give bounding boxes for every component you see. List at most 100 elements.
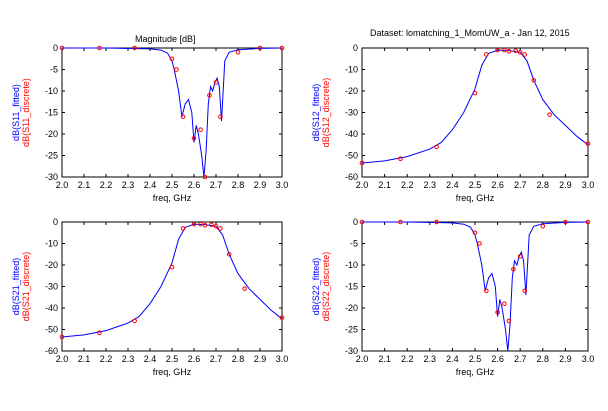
x-axis-label: freq, GHz	[153, 193, 192, 203]
x-tick-label: 2.3	[122, 354, 135, 364]
x-tick-label: 3.0	[582, 180, 595, 190]
plot-frame	[61, 221, 283, 352]
data-point-discrete	[472, 90, 478, 96]
x-tick-label: 3.0	[276, 354, 289, 364]
data-point-discrete	[198, 127, 203, 132]
y-tick-label: -15	[345, 282, 358, 292]
y-tick-label: 0	[353, 217, 358, 227]
data-point-discrete	[226, 251, 232, 257]
data-point-discrete	[180, 226, 186, 231]
data-point-discrete	[495, 47, 500, 53]
data-point-discrete	[540, 224, 546, 229]
series-line-fitted	[361, 49, 589, 164]
y-axis-label-discrete: dB(S21_discrete)	[21, 252, 31, 322]
x-tick-label: 2.7	[514, 354, 527, 364]
y-tick-label: -15	[45, 108, 58, 118]
data-point-discrete	[506, 318, 512, 324]
y-axis-label-fitted: dB(S11_fitted)	[11, 84, 21, 141]
plot-frame	[361, 47, 589, 178]
chart-s22: 2.0 2.1 2.2 2.3 2.4 2.5 2.6 2.7 2.8 2.9 3.0 0 -5 -10 -…	[311, 217, 594, 377]
x-tick-label: 2.8	[537, 180, 550, 190]
data-point-discrete	[398, 219, 403, 225]
y-tick-label: -50	[45, 325, 58, 335]
page-title: Magnitude [dB]	[135, 34, 196, 44]
x-tick-label: 2.8	[232, 354, 245, 364]
y-axis-label-fitted: dB(S22_fitted)	[311, 258, 321, 316]
y-tick-label: -30	[45, 282, 58, 292]
dataset-label: Dataset: lomatching_1_MomUW_a - Jan 12, …	[370, 28, 570, 38]
data-point-discrete	[202, 174, 208, 180]
x-tick-label: 2.3	[424, 180, 437, 190]
data-point-discrete	[235, 50, 241, 55]
data-point-discrete	[359, 219, 365, 225]
y-tick-label: -60	[45, 346, 58, 356]
x-tick-label: 2.6	[491, 180, 504, 190]
data-point-discrete	[213, 224, 219, 229]
x-axis-label: freq, GHz	[456, 367, 495, 377]
y-tick-label: -40	[45, 303, 58, 313]
x-tick-label: 2.2	[100, 180, 113, 190]
data-point-discrete	[531, 77, 537, 83]
data-point-discrete	[563, 219, 568, 225]
x-tick-label: 2.2	[401, 354, 414, 364]
data-point-discrete	[180, 114, 186, 120]
data-point-discrete	[279, 315, 285, 320]
x-tick-label: 2.9	[559, 354, 572, 364]
y-tick-label: -25	[345, 325, 358, 335]
x-tick-label: 2.1	[78, 180, 91, 190]
y-tick-label: -20	[345, 303, 358, 313]
y-tick-label: -50	[345, 151, 358, 161]
data-point-discrete	[202, 222, 208, 228]
x-tick-label: 2.5	[469, 354, 482, 364]
x-tick-label: 2.4	[446, 354, 459, 364]
data-point-discrete	[132, 318, 137, 324]
y-tick-label: 0	[353, 43, 358, 53]
data-point-discrete	[522, 288, 528, 294]
x-tick-label: 2.5	[469, 180, 482, 190]
x-axis-label: freq, GHz	[456, 193, 495, 203]
data-point-discrete	[517, 254, 523, 259]
x-tick-label: 2.8	[232, 180, 245, 190]
data-point-discrete	[169, 56, 175, 62]
x-tick-label: 2.1	[378, 180, 391, 190]
data-point-discrete	[132, 45, 137, 51]
x-tick-label: 2.3	[424, 354, 437, 364]
x-tick-label: 2.6	[188, 354, 201, 364]
y-tick-label: -10	[345, 260, 358, 270]
data-point-discrete	[59, 45, 65, 51]
x-tick-label: 3.0	[276, 180, 289, 190]
data-point-discrete	[477, 241, 482, 246]
data-point-discrete	[209, 222, 214, 228]
y-axis-label-discrete: dB(S11_discrete)	[21, 78, 31, 147]
data-point-discrete	[97, 330, 102, 336]
data-point-discrete	[174, 67, 179, 72]
y-tick-label: -10	[345, 65, 358, 75]
y-tick-label: 0	[53, 43, 58, 53]
x-tick-label: 2.7	[514, 180, 527, 190]
data-point-discrete	[434, 144, 439, 150]
data-point-discrete	[506, 48, 512, 54]
data-point-discrete	[511, 267, 516, 272]
x-tick-label: 2.0	[356, 354, 369, 364]
chart-s21: 2.0 2.1 2.2 2.3 2.4 2.5 2.6 2.7 2.8 2.9 3.0 0 -10 -20…	[11, 217, 288, 377]
y-tick-label: -20	[345, 86, 358, 96]
y-tick-label: -30	[345, 108, 358, 118]
x-tick-label: 3.0	[582, 354, 595, 364]
data-point-discrete	[484, 288, 489, 294]
x-tick-label: 2.5	[166, 354, 179, 364]
data-point-discrete	[502, 301, 507, 307]
data-point-discrete	[585, 141, 591, 146]
x-axis-label: freq, GHz	[153, 367, 192, 377]
data-point-discrete	[198, 221, 203, 227]
chart-s11: 2.0 2.1 2.2 2.3 2.4 2.5 2.6 2.7 2.8 2.9 3.0 0 -5 -10 -…	[11, 43, 288, 203]
x-tick-label: 2.4	[144, 354, 157, 364]
y-tick-label: -10	[45, 239, 58, 249]
x-tick-label: 2.7	[210, 354, 223, 364]
plot-frame	[61, 47, 283, 178]
data-point-discrete	[218, 114, 223, 120]
series-line-fitted	[62, 47, 283, 178]
data-point-discrete	[191, 221, 197, 227]
y-axis-label-discrete: dB(S12_discrete)	[321, 78, 331, 148]
